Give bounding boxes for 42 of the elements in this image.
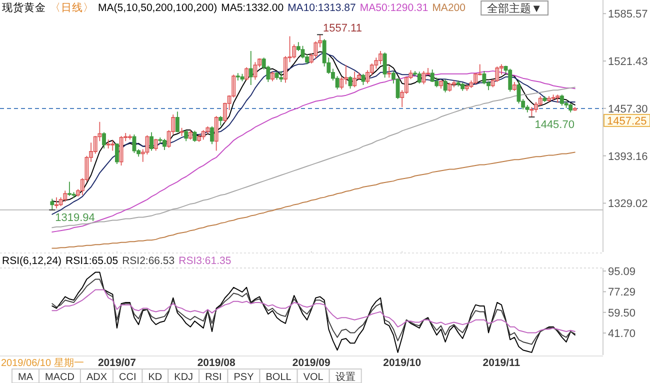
text: MA50:1290.31 [360,2,428,14]
text: RSI3:61.35 [178,255,232,267]
y-tick-label: 59.50 [608,307,636,320]
x-tick-label: 2019/09 [292,357,331,369]
series-label: RSI1:65.05 [66,255,118,267]
ref-line-label: 1457.25 [607,115,647,128]
text: 设置 [335,371,356,383]
x-tick-label: 2019/11 [482,357,520,369]
text: KD [148,372,162,383]
text: MA200 [432,2,466,14]
text: 2019/06/10 星期一 [1,357,84,369]
annotation: 全部主题▼ [487,2,542,15]
text: PSY [234,372,254,383]
text: MA5:1332.00 [221,2,284,14]
legend-title: MA(5,10,50,200,100,200) [98,2,218,14]
chart-title: RSI(6,12,24) [2,255,62,267]
text: MA [18,372,34,383]
y-tick-label: 1329.02 [608,198,648,210]
y-tick-label: 1521.43 [608,56,648,68]
x-tick-label: 2019/10 [383,357,422,369]
y-tick-label: 1457.30 [608,103,648,116]
annotation: 1319.94 [55,212,95,224]
y-tick-label: 1393.16 [608,150,648,163]
text: MACD [45,372,74,383]
text: KDJ [174,372,194,383]
text: RSI2:66.53 [122,255,175,267]
chart-subtitle: 〈日线〉 [50,1,94,14]
y-tick-label: 77.29 [608,286,636,299]
text: CCI [119,372,136,383]
y-tick-label: 95.09 [608,266,636,278]
text: BOLL [266,372,292,383]
annotation: 1557.11 [323,22,362,35]
text: MA10:1313.87 [288,2,356,14]
y-tick-label: 1585.57 [608,8,648,21]
annotation: 1445.70 [534,118,574,131]
x-tick-label: 2019/07 [98,357,136,369]
text: VOL [303,372,324,383]
chart-title: 现货黄金 [2,1,46,14]
text: RSI [205,372,222,383]
text: ADX [86,372,108,383]
x-tick-label: 2019/08 [197,357,236,369]
y-tick-label: 41.70 [608,328,636,340]
